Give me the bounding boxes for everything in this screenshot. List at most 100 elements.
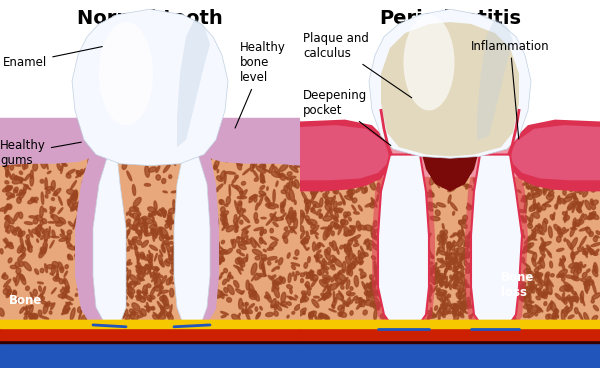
- Ellipse shape: [145, 166, 149, 177]
- Ellipse shape: [476, 276, 481, 282]
- Ellipse shape: [175, 269, 178, 274]
- Ellipse shape: [371, 285, 376, 294]
- Ellipse shape: [459, 219, 466, 224]
- Ellipse shape: [158, 155, 167, 161]
- Ellipse shape: [309, 312, 314, 317]
- Ellipse shape: [150, 287, 155, 297]
- Ellipse shape: [57, 163, 61, 170]
- Ellipse shape: [364, 284, 368, 289]
- Ellipse shape: [416, 209, 420, 215]
- Ellipse shape: [224, 172, 226, 184]
- Ellipse shape: [520, 216, 524, 217]
- Ellipse shape: [341, 299, 349, 307]
- Ellipse shape: [92, 311, 97, 319]
- Ellipse shape: [245, 231, 248, 234]
- Ellipse shape: [220, 171, 225, 180]
- Ellipse shape: [158, 255, 163, 265]
- Ellipse shape: [430, 308, 432, 313]
- Ellipse shape: [17, 254, 25, 261]
- Ellipse shape: [371, 198, 377, 207]
- Ellipse shape: [261, 159, 268, 164]
- Ellipse shape: [269, 165, 274, 173]
- Ellipse shape: [185, 240, 187, 245]
- Ellipse shape: [466, 266, 471, 273]
- Ellipse shape: [237, 139, 241, 143]
- Ellipse shape: [315, 316, 317, 320]
- Ellipse shape: [570, 287, 573, 292]
- Ellipse shape: [503, 264, 511, 270]
- Ellipse shape: [13, 227, 19, 233]
- Ellipse shape: [50, 273, 53, 275]
- Ellipse shape: [442, 305, 446, 309]
- Ellipse shape: [37, 224, 41, 233]
- Ellipse shape: [546, 281, 548, 290]
- Ellipse shape: [50, 206, 53, 211]
- Ellipse shape: [86, 227, 89, 231]
- Ellipse shape: [310, 230, 319, 235]
- Ellipse shape: [344, 249, 350, 252]
- Ellipse shape: [258, 131, 260, 134]
- Ellipse shape: [136, 296, 144, 298]
- Ellipse shape: [182, 275, 187, 277]
- Polygon shape: [372, 140, 435, 331]
- Ellipse shape: [301, 291, 307, 295]
- Ellipse shape: [149, 254, 153, 260]
- Ellipse shape: [527, 223, 532, 229]
- Ellipse shape: [294, 218, 298, 229]
- Ellipse shape: [166, 220, 175, 223]
- Ellipse shape: [18, 231, 22, 237]
- Ellipse shape: [17, 245, 24, 253]
- Ellipse shape: [335, 223, 338, 227]
- Ellipse shape: [77, 245, 81, 250]
- Ellipse shape: [148, 211, 156, 217]
- Ellipse shape: [447, 298, 452, 309]
- Ellipse shape: [25, 222, 33, 224]
- Ellipse shape: [155, 234, 158, 238]
- Ellipse shape: [79, 309, 82, 320]
- Ellipse shape: [358, 225, 367, 230]
- Ellipse shape: [63, 305, 70, 314]
- Ellipse shape: [348, 267, 353, 276]
- Ellipse shape: [128, 284, 131, 288]
- Ellipse shape: [430, 175, 436, 185]
- Ellipse shape: [499, 207, 503, 219]
- Ellipse shape: [254, 197, 257, 202]
- Ellipse shape: [544, 291, 551, 294]
- Ellipse shape: [130, 207, 139, 212]
- Ellipse shape: [290, 214, 295, 219]
- Ellipse shape: [102, 155, 106, 160]
- Ellipse shape: [260, 238, 266, 244]
- Ellipse shape: [263, 229, 266, 234]
- Ellipse shape: [79, 131, 82, 134]
- Ellipse shape: [88, 204, 94, 213]
- Ellipse shape: [220, 247, 227, 254]
- Ellipse shape: [179, 294, 185, 297]
- Ellipse shape: [334, 223, 338, 229]
- Ellipse shape: [344, 230, 352, 236]
- Ellipse shape: [325, 201, 330, 205]
- Ellipse shape: [299, 213, 304, 224]
- Ellipse shape: [344, 196, 353, 200]
- Ellipse shape: [187, 223, 191, 229]
- Ellipse shape: [458, 234, 463, 242]
- Ellipse shape: [281, 277, 286, 283]
- Ellipse shape: [23, 184, 31, 190]
- Ellipse shape: [169, 157, 175, 162]
- Ellipse shape: [270, 214, 277, 221]
- Ellipse shape: [167, 135, 169, 137]
- Ellipse shape: [208, 237, 212, 249]
- Ellipse shape: [84, 169, 89, 173]
- Ellipse shape: [114, 260, 121, 267]
- Ellipse shape: [292, 311, 295, 314]
- Ellipse shape: [546, 194, 554, 199]
- Ellipse shape: [397, 262, 399, 272]
- Ellipse shape: [347, 265, 350, 275]
- Ellipse shape: [556, 196, 560, 208]
- Ellipse shape: [172, 191, 177, 193]
- Ellipse shape: [169, 208, 176, 213]
- Ellipse shape: [446, 242, 451, 248]
- Ellipse shape: [192, 160, 198, 168]
- Ellipse shape: [456, 293, 460, 299]
- Ellipse shape: [156, 166, 160, 173]
- Ellipse shape: [236, 152, 240, 163]
